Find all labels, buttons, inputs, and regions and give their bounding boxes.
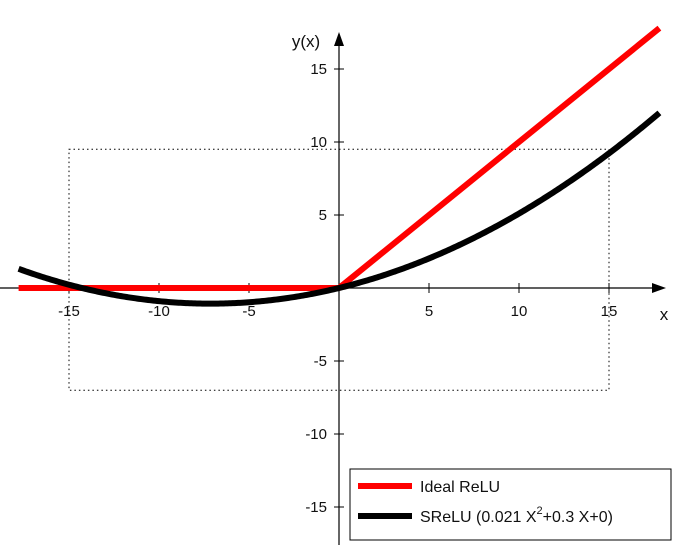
x-axis-arrow (652, 283, 666, 293)
legend-label-srelu: SReLU (0.021 X2+0.3 X+0) (420, 505, 613, 526)
series-layer (17, 25, 662, 307)
x-tick-label: 5 (425, 303, 433, 320)
y-tick-label: -5 (314, 353, 327, 370)
y-tick-label: -10 (305, 426, 327, 443)
x-tick-label: 15 (601, 303, 618, 320)
y-axis-label: y(x) (292, 32, 320, 51)
legend: Ideal ReLU SReLU (0.021 X2+0.3 X+0) (349, 468, 672, 541)
x-tick-label: 10 (511, 303, 528, 320)
x-tick-label: -15 (58, 303, 80, 320)
legend-box (349, 468, 672, 541)
y-tick-label: 10 (310, 134, 327, 151)
y-tick-label: 5 (319, 207, 327, 224)
legend-label-srelu-tail: +0.3 X+0) (543, 509, 613, 526)
series-line-srelu (17, 110, 662, 307)
x-tick-label: -5 (242, 303, 255, 320)
legend-label-ideal-relu: Ideal ReLU (420, 479, 500, 496)
legend-label-srelu-main: SReLU (0.021 X (420, 509, 537, 526)
y-tick-label: -15 (305, 499, 327, 516)
x-tick-label: -10 (148, 303, 170, 320)
x-axis-label: x (660, 305, 669, 324)
y-axis-arrow (334, 32, 344, 46)
y-tick-label: 15 (310, 61, 327, 78)
legend-label-srelu-superscript: 2 (537, 505, 543, 517)
